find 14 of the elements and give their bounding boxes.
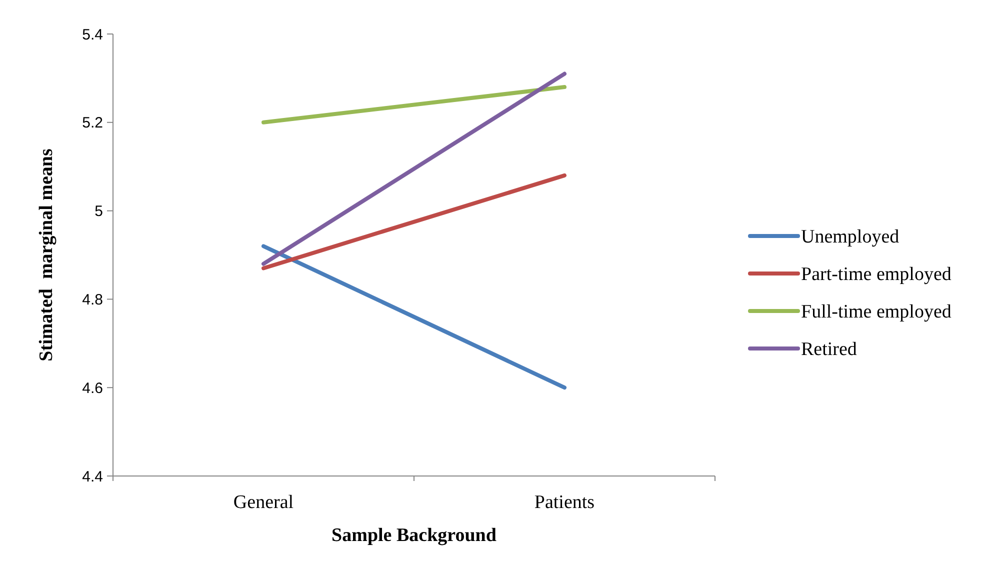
y-tick-label: 5 bbox=[94, 203, 103, 220]
legend-label: Unemployed bbox=[801, 226, 900, 248]
y-tick-label: 5.2 bbox=[82, 114, 103, 132]
y-axis-title: Stimated marginal means bbox=[36, 148, 57, 362]
legend-label: Part-time employed bbox=[801, 264, 952, 286]
legend-label: Full-time employed bbox=[801, 302, 952, 323]
x-axis-title: Sample Background bbox=[332, 525, 497, 546]
x-tick-label: Patients bbox=[534, 492, 595, 513]
legend-label: Retired bbox=[801, 339, 858, 360]
y-tick-label: 5.4 bbox=[82, 26, 103, 44]
x-tick-label: General bbox=[233, 492, 294, 513]
y-tick-label: 4.6 bbox=[82, 380, 103, 397]
y-tick-label: 4.8 bbox=[82, 291, 103, 308]
y-tick-label: 4.4 bbox=[82, 468, 103, 486]
